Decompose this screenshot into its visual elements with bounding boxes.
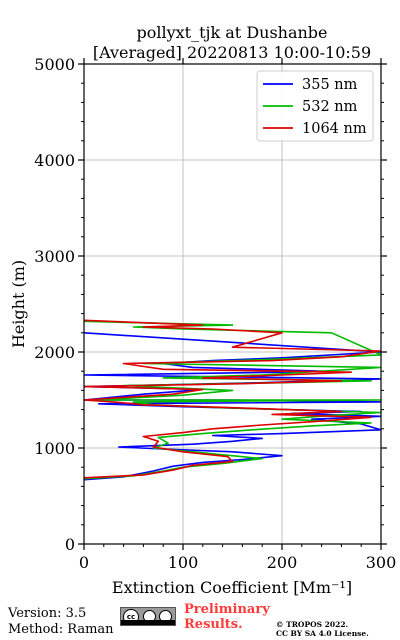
legend-label-2: 1064 nm [302,121,367,137]
preliminary-line1: Preliminary [184,602,270,617]
series-group [84,319,381,481]
copyright-line1: © TROPOS 2022. [276,620,349,629]
y-tick-label: 3000 [34,247,75,266]
y-tick-label: 1000 [34,439,75,458]
cc-license-icon: cc [120,607,176,626]
x-axis-label: Extinction Coefficient [Mm⁻¹] [112,578,352,597]
legend-box [256,70,374,142]
version-text: Version: 3.5 [8,606,87,621]
copyright-text: © TROPOS 2022. CC BY SA 4.0 License. [276,620,369,638]
y-tick-label: 5000 [34,55,75,74]
method-text: Method: Raman [8,622,114,637]
preliminary-line2: Results. [184,617,243,632]
y-axis-label: Height (m) [9,260,28,348]
copyright-line2: CC BY SA 4.0 License. [276,629,369,638]
chart-title-line2: [Averaged] 20220813 10:00-10:59 [93,43,371,62]
legend-label-0: 355 nm [302,77,358,93]
y-tick-label: 4000 [34,151,75,170]
legend: 355 nm 532 nm 1064 nm [256,70,374,142]
footer-info: Version: 3.5 Method: Raman [8,606,114,638]
y-tick-label: 0 [65,535,75,554]
legend-label-1: 532 nm [302,99,358,115]
series-line-2 [84,319,381,479]
chart-title-line1: pollyxt_tjk at Dushanbe [136,23,327,42]
x-tick-label: 0 [79,553,89,572]
series-line-1 [84,320,381,480]
y-tick-label: 2000 [34,343,75,362]
preliminary-results-text: Preliminary Results. [184,602,270,632]
axes-frame [83,63,382,545]
x-tick-label: 100 [168,553,199,572]
series-line-0 [84,332,381,481]
x-tick-label: 300 [366,553,397,572]
x-tick-label: 200 [267,553,298,572]
